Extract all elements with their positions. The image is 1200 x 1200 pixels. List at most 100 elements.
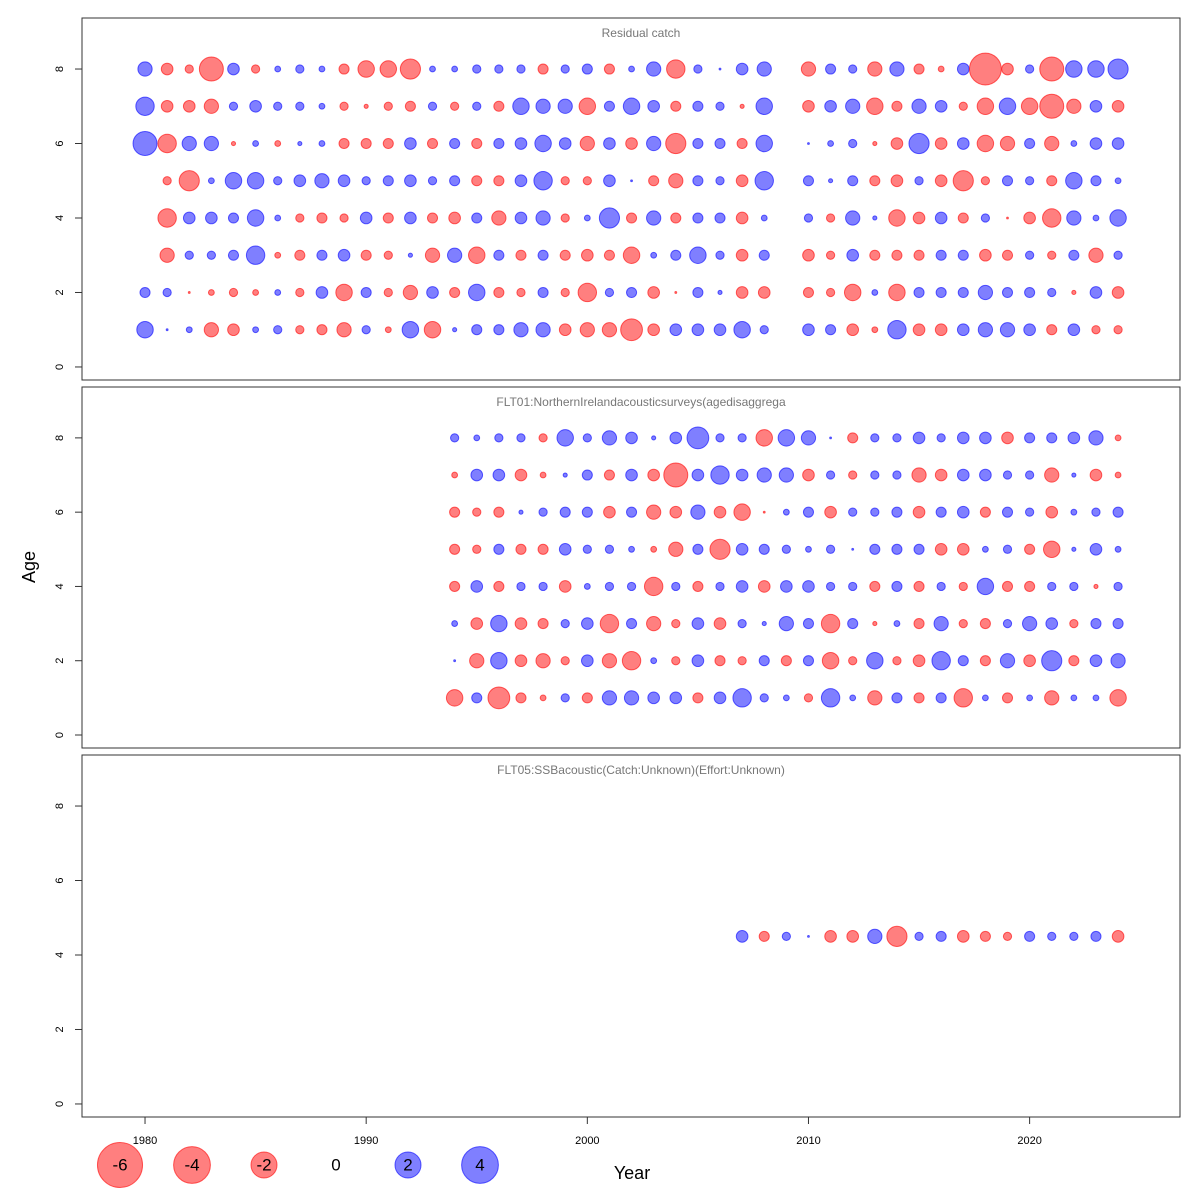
residual-bubble	[515, 249, 527, 261]
residual-bubble	[252, 140, 260, 147]
residual-bubble	[1091, 325, 1101, 335]
residual-bubble	[914, 931, 924, 941]
residual-bubble	[781, 931, 791, 941]
residual-bubble	[516, 433, 526, 443]
residual-bubble	[668, 173, 684, 189]
residual-bubble	[603, 137, 616, 150]
residual-bubble	[866, 97, 884, 115]
residual-bubble	[1044, 467, 1060, 483]
residual-bubble	[760, 214, 768, 222]
residual-bubble	[1067, 431, 1081, 445]
residual-bubble	[714, 212, 726, 224]
residual-bubble	[1020, 97, 1039, 115]
y-axis-label: Age	[19, 551, 39, 583]
legend-label: -4	[184, 1155, 199, 1174]
y-tick-label: 6	[54, 509, 66, 515]
residual-bubble	[514, 617, 528, 630]
residual-bubble	[981, 694, 989, 702]
residual-bubble	[669, 505, 683, 519]
residual-bubble	[493, 137, 505, 150]
residual-bubble	[802, 506, 815, 518]
residual-bubble	[715, 581, 725, 592]
residual-bubble	[933, 615, 949, 632]
residual-bubble	[583, 583, 591, 590]
residual-bubble	[802, 323, 815, 337]
residual-bubble	[968, 52, 1002, 86]
residual-bubble	[802, 175, 815, 187]
residual-bubble	[472, 64, 482, 74]
residual-bubble	[825, 63, 837, 75]
residual-bubble	[383, 250, 393, 260]
residual-bubble	[780, 655, 792, 667]
residual-bubble	[847, 618, 859, 630]
residual-bubble	[668, 541, 684, 557]
residual-bubble	[473, 434, 481, 442]
residual-bubble	[759, 693, 769, 703]
residual-bubble	[626, 581, 637, 592]
residual-bubble	[630, 179, 633, 183]
residual-bubble	[205, 211, 218, 225]
residual-bubble	[1039, 93, 1065, 119]
y-tick-label: 4	[54, 215, 66, 221]
residual-bubble	[1025, 507, 1035, 517]
residual-bubble	[735, 174, 749, 188]
residual-bubble	[494, 64, 504, 74]
residual-bubble	[628, 65, 635, 73]
residual-bubble	[157, 133, 177, 154]
residual-bubble	[956, 468, 970, 482]
y-tick-label: 6	[54, 877, 66, 883]
residual-bubble	[737, 618, 747, 629]
residual-bubble	[450, 101, 460, 111]
residual-bubble	[870, 433, 880, 443]
residual-bubble	[426, 286, 439, 299]
residual-bubble	[800, 430, 817, 446]
residual-bubble	[379, 60, 398, 78]
residual-bubble	[360, 249, 372, 261]
residual-bubble	[934, 211, 948, 225]
residual-bubble	[692, 580, 704, 592]
residual-bubble	[871, 289, 879, 296]
residual-bubble	[913, 618, 925, 630]
residual-bubble	[601, 653, 618, 669]
residual-bubble	[650, 545, 658, 553]
residual-bubble	[981, 545, 989, 553]
residual-bubble	[821, 651, 840, 670]
residual-bubble	[198, 56, 224, 82]
residual-bubble	[888, 209, 906, 227]
residual-bubble	[1112, 618, 1124, 630]
residual-bubble	[647, 691, 660, 705]
residual-bubble	[449, 543, 461, 555]
residual-bubble	[513, 322, 529, 338]
panel-box	[81, 386, 1181, 749]
residual-bubble	[1069, 581, 1079, 592]
residual-bubble	[671, 656, 681, 666]
residual-bubble	[781, 544, 791, 554]
residual-bubble	[361, 176, 371, 186]
residual-bubble	[604, 287, 615, 298]
y-tick-label: 2	[54, 1026, 66, 1032]
residual-bubble	[1046, 175, 1058, 187]
residual-bubble	[383, 101, 393, 111]
residual-bubble	[1025, 250, 1035, 260]
residual-bubble	[735, 930, 749, 943]
residual-bubble	[647, 99, 660, 113]
residual-bubble	[603, 63, 615, 75]
residual-bubble	[581, 248, 594, 262]
residual-bubble	[758, 930, 770, 942]
residual-bubble	[492, 468, 506, 482]
residual-bubble	[535, 322, 551, 338]
residual-bubble	[733, 320, 751, 339]
residual-bubble	[935, 286, 947, 299]
x-tick-label: 2010	[796, 1135, 820, 1147]
residual-bubble	[557, 98, 573, 114]
residual-bubble	[318, 140, 326, 147]
residual-bubble	[715, 176, 725, 186]
residual-bubble	[691, 654, 705, 668]
residual-bubble	[162, 176, 172, 186]
residual-bubble	[953, 688, 973, 708]
residual-bubble	[646, 210, 662, 226]
residual-bubble	[252, 289, 260, 296]
residual-bubble	[471, 175, 483, 187]
residual-bubble	[867, 690, 883, 706]
residual-bubble	[998, 97, 1017, 115]
